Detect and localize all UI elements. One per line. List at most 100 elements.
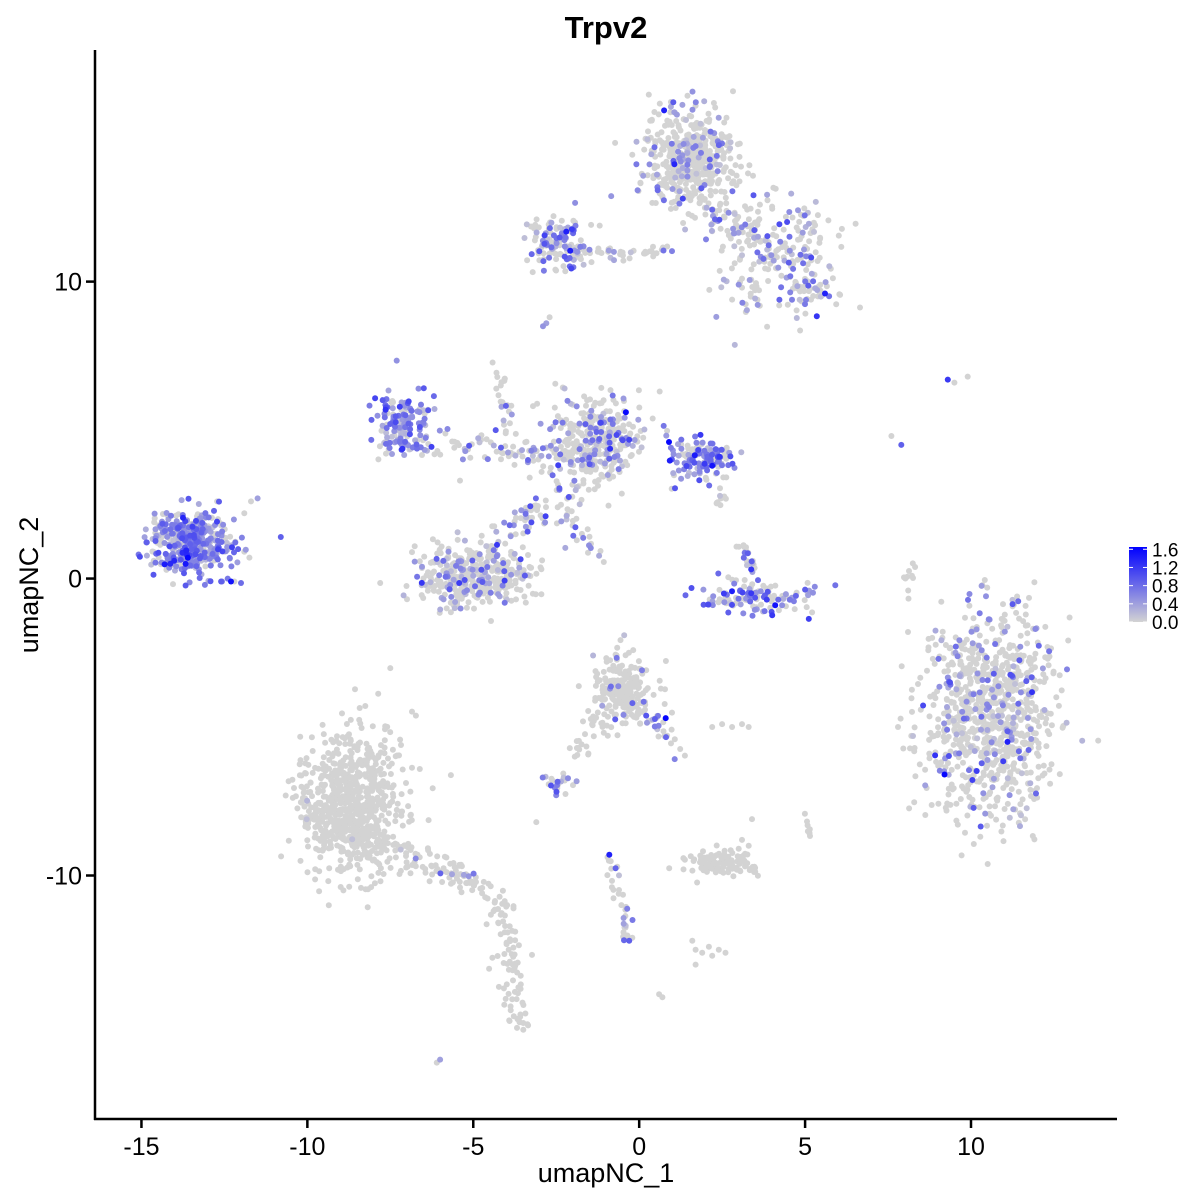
cell-point bbox=[635, 387, 642, 394]
cell-point bbox=[484, 594, 491, 601]
cell-point bbox=[152, 526, 159, 533]
cell-point bbox=[532, 495, 539, 502]
cell-point bbox=[643, 667, 650, 674]
cell-point bbox=[547, 464, 554, 471]
cell-point bbox=[969, 640, 976, 647]
cell-point bbox=[718, 247, 725, 254]
cell-point bbox=[1046, 731, 1053, 738]
cell-point bbox=[581, 415, 588, 422]
cell-point bbox=[707, 192, 714, 199]
cell-point bbox=[373, 803, 380, 810]
cell-point bbox=[947, 748, 954, 755]
cell-point bbox=[346, 806, 353, 813]
cell-point bbox=[375, 754, 382, 761]
cell-point bbox=[1028, 736, 1035, 742]
cell-point bbox=[511, 509, 518, 516]
cell-point bbox=[383, 425, 390, 431]
cell-point bbox=[600, 559, 607, 565]
cell-point bbox=[610, 895, 617, 902]
cell-point bbox=[580, 480, 587, 487]
cell-point bbox=[1018, 730, 1025, 737]
cell-point bbox=[391, 428, 398, 435]
cell-point bbox=[357, 855, 364, 862]
cell-point bbox=[718, 284, 725, 291]
cell-point bbox=[935, 724, 941, 731]
cell-point bbox=[621, 671, 628, 677]
cell-point bbox=[662, 122, 668, 129]
cell-point bbox=[620, 711, 627, 718]
cell-point bbox=[735, 595, 742, 602]
cell-point bbox=[1024, 704, 1031, 711]
cell-point bbox=[941, 710, 947, 717]
cell-point bbox=[1042, 720, 1049, 727]
cell-point bbox=[168, 512, 174, 519]
cell-point bbox=[957, 661, 964, 668]
cell-point bbox=[750, 192, 757, 199]
cell-point bbox=[392, 818, 399, 825]
cell-point bbox=[735, 281, 742, 288]
cell-point bbox=[555, 437, 562, 444]
cell-point bbox=[398, 791, 405, 798]
cell-point bbox=[709, 451, 715, 458]
cell-point bbox=[521, 235, 528, 241]
cell-point bbox=[967, 669, 973, 676]
cell-point bbox=[669, 186, 676, 192]
cell-point bbox=[347, 716, 354, 723]
cell-point bbox=[814, 212, 821, 219]
cell-point bbox=[694, 879, 701, 886]
cell-point bbox=[755, 233, 761, 240]
cell-point bbox=[202, 563, 209, 570]
cell-point bbox=[344, 851, 351, 858]
cell-point bbox=[164, 533, 171, 540]
cell-point bbox=[483, 436, 490, 443]
cell-point bbox=[505, 990, 512, 997]
cell-point bbox=[541, 240, 548, 247]
cell-point bbox=[330, 750, 337, 757]
cell-point bbox=[336, 811, 343, 818]
cell-point bbox=[528, 519, 535, 526]
cell-point bbox=[407, 811, 414, 818]
cell-point bbox=[745, 216, 752, 223]
cell-point bbox=[1012, 681, 1018, 687]
cell-point bbox=[405, 420, 412, 427]
cell-point bbox=[381, 414, 388, 421]
cell-point bbox=[600, 473, 607, 480]
cell-point bbox=[471, 882, 478, 889]
cell-point bbox=[403, 850, 410, 857]
cell-point bbox=[469, 557, 476, 564]
cell-point bbox=[698, 865, 705, 871]
cell-point bbox=[673, 459, 680, 466]
cell-point bbox=[572, 487, 579, 494]
cell-point bbox=[512, 452, 519, 459]
cell-point bbox=[319, 721, 326, 728]
cell-point bbox=[779, 602, 786, 609]
cell-point bbox=[697, 852, 704, 859]
cell-point bbox=[379, 805, 386, 812]
cell-point bbox=[604, 472, 611, 478]
cell-point bbox=[967, 728, 973, 735]
cell-point bbox=[596, 222, 603, 229]
cell-point bbox=[173, 512, 179, 519]
cell-point bbox=[645, 128, 651, 135]
cell-point bbox=[379, 397, 386, 404]
cell-point bbox=[998, 624, 1005, 631]
cell-point bbox=[731, 211, 738, 217]
cell-point bbox=[713, 842, 720, 849]
cell-point bbox=[486, 580, 493, 587]
cell-point bbox=[1023, 805, 1030, 812]
cell-point bbox=[983, 654, 990, 661]
cell-point bbox=[702, 211, 709, 218]
cell-point bbox=[342, 817, 349, 824]
cell-point bbox=[692, 143, 699, 150]
cell-point bbox=[682, 592, 689, 599]
cell-point bbox=[512, 577, 519, 584]
cell-point bbox=[1027, 726, 1034, 733]
cell-point bbox=[723, 114, 730, 121]
cell-point bbox=[668, 740, 674, 747]
cell-point bbox=[325, 878, 332, 885]
cell-point bbox=[777, 238, 784, 245]
cell-point bbox=[654, 187, 661, 194]
cell-point bbox=[905, 629, 911, 635]
cell-point bbox=[732, 218, 738, 224]
cell-point bbox=[968, 628, 975, 635]
